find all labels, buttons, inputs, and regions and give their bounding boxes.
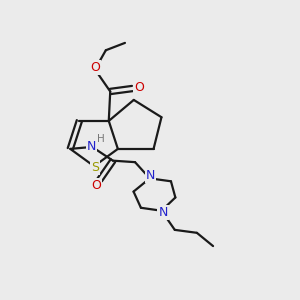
Text: S: S	[91, 161, 99, 174]
Text: H: H	[97, 134, 104, 144]
Text: O: O	[91, 61, 100, 74]
Text: N: N	[146, 169, 155, 182]
Text: O: O	[91, 179, 101, 192]
Text: N: N	[158, 206, 168, 219]
Text: O: O	[134, 81, 144, 94]
Text: N: N	[87, 140, 96, 153]
